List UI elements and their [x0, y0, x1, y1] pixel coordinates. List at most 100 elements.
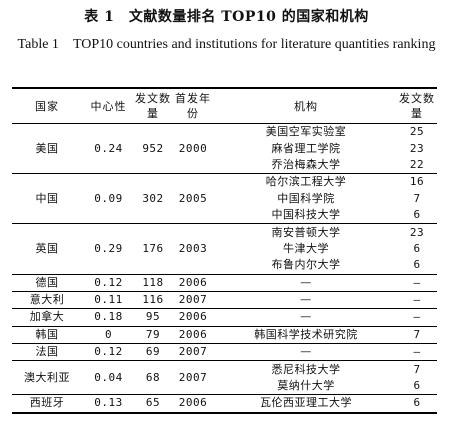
country-cell: 澳大利亚 — [24, 370, 70, 384]
institution-count-cell: 6 — [413, 208, 421, 222]
table-row: 中国科学院 7 — [12, 191, 437, 207]
institution-count-cell: — — [413, 345, 421, 359]
first-year-cell: 2005 — [178, 191, 208, 205]
institution-count-cell: — — [413, 310, 421, 324]
institution-count-cell: 7 — [413, 191, 421, 205]
institution-count-cell: 6 — [413, 241, 421, 255]
table-caption-zh: 表 1 文献数量排名 TOP10 的国家和机构 — [84, 9, 369, 25]
centrality-cell: 0.29 — [94, 241, 123, 255]
centrality-cell: 0.12 — [94, 275, 123, 289]
publications-cell: 69 — [145, 345, 161, 359]
publications-cell: 176 — [142, 241, 164, 255]
publications-cell: 65 — [145, 396, 161, 410]
header-institution: 机构 — [294, 99, 318, 113]
institution-count-cell: — — [413, 275, 421, 289]
header-publications: 发文数量 — [135, 92, 171, 120]
institution-count-cell: 23 — [409, 141, 425, 155]
institution-count-cell: 7 — [413, 327, 421, 341]
country-cell: 加拿大 — [29, 310, 65, 324]
country-group: 英国 0.29 176 2003 南安普顿大学 23 牛津大学 6 布鲁内尔大学 6 — [12, 224, 437, 275]
header-country: 国家 — [35, 99, 59, 113]
institution-cell: 韩国科学技术研究院 — [254, 327, 358, 341]
table-row: 法国 0.12 69 2007 — — — [12, 344, 437, 361]
publications-cell: 952 — [142, 141, 164, 155]
country-cell: 德国 — [35, 275, 59, 289]
first-year-cell: 2006 — [178, 275, 208, 289]
table-row: 牛津大学 6 — [12, 241, 437, 257]
country-cell: 韩国 — [35, 327, 59, 341]
institution-cell: 中国科技大学 — [271, 208, 341, 222]
country-cell: 中国 — [35, 191, 59, 205]
centrality-cell: 0.13 — [94, 396, 123, 410]
header-centrality: 中心性 — [90, 99, 127, 113]
country-group: 德国 0.12 118 2006 — — — [12, 274, 437, 292]
table-caption-en: Table 1 TOP10 countries and institutions … — [6, 33, 447, 57]
table-row: 乔治梅森大学 22 — [12, 157, 437, 174]
header-institution-publications: 发文数量 — [399, 92, 435, 120]
country-group: 西班牙 0.13 65 2006 瓦伦西亚理工大学 6 — [12, 395, 437, 413]
institution-cell: — — [300, 345, 312, 359]
table-row: 美国 0.24 952 2000 美国空军实验室 25 — [12, 124, 437, 154]
institution-count-cell: 25 — [409, 125, 425, 139]
table-row: 布鲁内尔大学 6 — [12, 257, 437, 274]
table-row: 意大利 0.11 116 2007 — — — [12, 291, 437, 308]
institution-cell: 中国科学院 — [277, 191, 335, 205]
country-group: 法国 0.12 69 2007 — — — [12, 344, 437, 361]
institution-cell: 牛津大学 — [283, 241, 329, 255]
institution-cell: — — [300, 293, 312, 307]
centrality-cell: 0 — [104, 327, 113, 341]
table-row: 英国 0.29 176 2003 南安普顿大学 23 — [12, 224, 437, 255]
institution-cell: 瓦伦西亚理工大学 — [260, 396, 352, 410]
publications-cell: 68 — [145, 370, 161, 384]
institution-cell: 哈尔滨工程大学 — [265, 175, 347, 189]
institution-cell: — — [300, 275, 312, 289]
publications-cell: 95 — [145, 310, 161, 324]
institution-cell: 悉尼科技大学 — [271, 362, 341, 376]
table-row: 莫纳什大学 6 — [12, 378, 437, 395]
institution-count-cell: 6 — [413, 258, 421, 272]
country-group: 意大利 0.11 116 2007 — — — [12, 291, 437, 309]
first-year-cell: 2006 — [178, 310, 208, 324]
institution-cell: 布鲁内尔大学 — [271, 258, 341, 272]
centrality-cell: 0.24 — [94, 141, 123, 155]
country-group: 美国 0.24 952 2000 美国空军实验室 25 麻省理工学院 23 乔治梅森大学 22 — [12, 124, 437, 174]
centrality-cell: 0.12 — [94, 345, 123, 359]
country-cell: 英国 — [35, 241, 59, 255]
institution-cell: 麻省理工学院 — [271, 141, 341, 155]
country-group: 加拿大 0.18 95 2006 — — — [12, 309, 437, 327]
country-cell: 法国 — [35, 345, 59, 359]
table-row: 加拿大 0.18 95 2006 — — — [12, 309, 437, 326]
first-year-cell: 2007 — [178, 370, 208, 384]
institution-count-cell: 23 — [409, 225, 425, 239]
country-group: 澳大利亚 0.04 68 2007 悉尼科技大学 7 莫纳什大学 6 — [12, 361, 437, 395]
institution-cell: 乔治梅森大学 — [271, 157, 341, 171]
centrality-cell: 0.09 — [94, 191, 123, 205]
table-header: 国家 中心性 发文数量 首发年份 机构 发文数量 — [12, 88, 437, 124]
table-caption-en-text: TOP10 countries and institutions for lit… — [72, 37, 436, 52]
first-year-cell: 2006 — [178, 327, 208, 341]
institution-count-cell: — — [413, 293, 421, 307]
publications-cell: 302 — [142, 191, 164, 205]
country-cell: 意大利 — [29, 293, 65, 307]
first-year-cell: 2000 — [178, 141, 208, 155]
country-group: 中国 0.09 302 2005 哈尔滨工程大学 16 中国科学院 7 中国科技大学 6 — [12, 174, 437, 224]
table-row: 中国 0.09 302 2005 哈尔滨工程大学 16 — [12, 174, 437, 204]
institution-count-cell: 7 — [413, 362, 421, 376]
institution-cell: 莫纳什大学 — [277, 379, 335, 393]
institution-cell: 美国空军实验室 — [265, 125, 347, 139]
institution-count-cell: 16 — [409, 175, 425, 189]
table-row: 澳大利亚 0.04 68 2007 悉尼科技大学 7 — [12, 361, 437, 384]
ranking-table: 国家 中心性 发文数量 首发年份 机构 发文数量 美国 0.24 952 2000 美国… — [12, 87, 437, 414]
first-year-cell: 2006 — [178, 396, 208, 410]
first-year-cell: 2003 — [178, 241, 208, 255]
institution-count-cell: 6 — [413, 379, 421, 393]
country-cell: 西班牙 — [29, 396, 65, 410]
institution-count-cell: 22 — [409, 157, 425, 171]
table-row: 中国科技大学 6 — [12, 207, 437, 224]
centrality-cell: 0.04 — [94, 370, 123, 384]
table-row: 韩国 0 79 2006 韩国科学技术研究院 7 — [12, 326, 437, 343]
institution-cell: 南安普顿大学 — [271, 225, 341, 239]
centrality-cell: 0.18 — [94, 310, 123, 324]
centrality-cell: 0.11 — [94, 293, 123, 307]
publications-cell: 118 — [142, 275, 164, 289]
